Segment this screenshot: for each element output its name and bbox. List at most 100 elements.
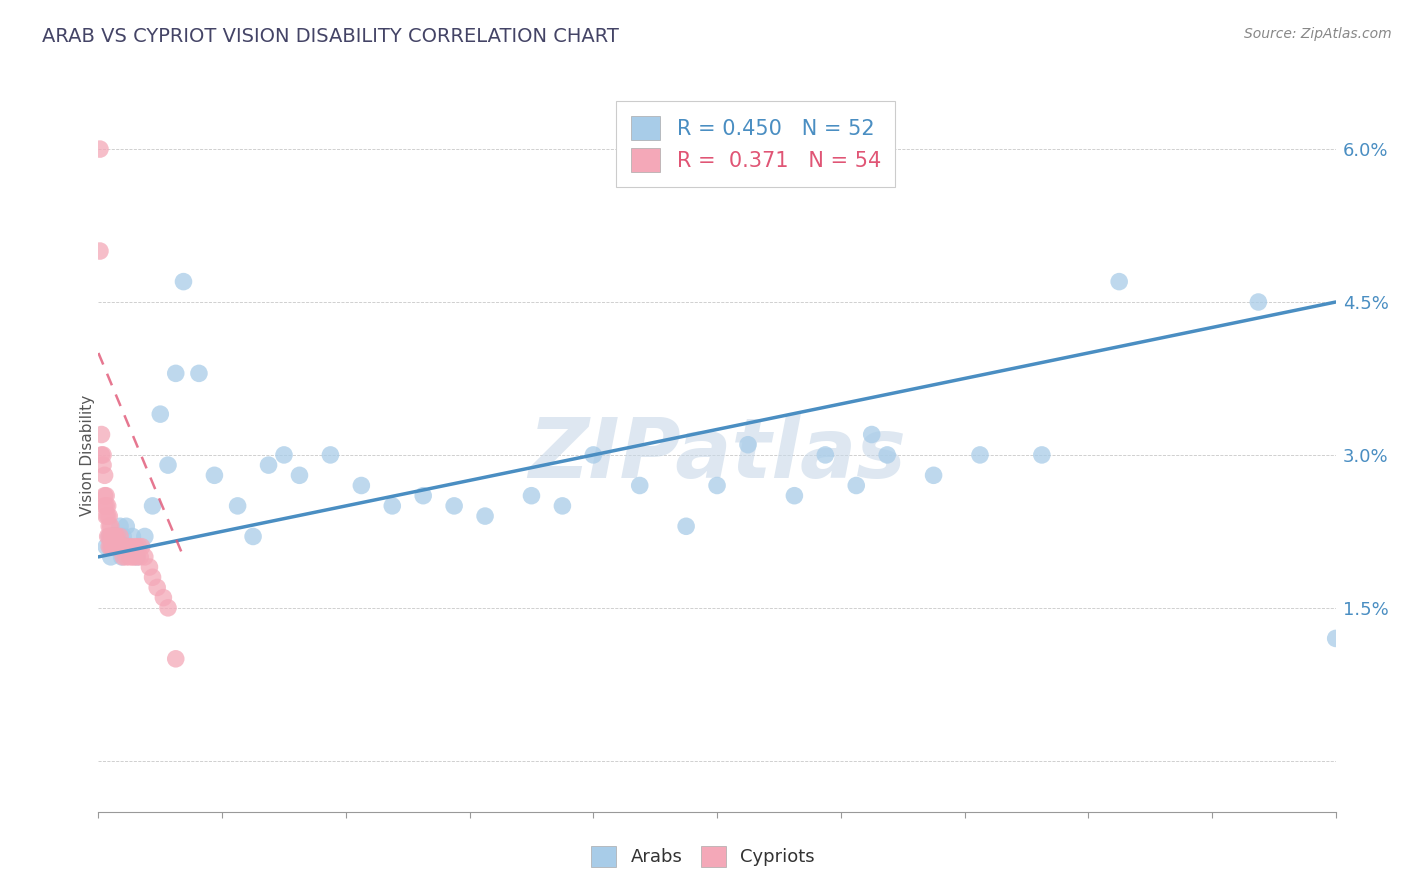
Point — [121, 549, 143, 564]
Point — [152, 591, 174, 605]
Point — [1324, 632, 1347, 646]
Point — [675, 519, 697, 533]
Point — [112, 549, 135, 564]
Point — [89, 244, 111, 258]
Point — [188, 367, 211, 381]
Point — [104, 540, 127, 554]
Point — [115, 519, 138, 533]
Point — [93, 489, 115, 503]
Point — [98, 540, 121, 554]
Point — [288, 468, 311, 483]
Point — [100, 549, 122, 564]
Point — [105, 540, 128, 554]
Point — [814, 448, 837, 462]
Legend: Arabs, Cypriots: Arabs, Cypriots — [583, 838, 823, 874]
Point — [97, 509, 120, 524]
Point — [96, 509, 118, 524]
Point — [101, 529, 124, 543]
Point — [876, 448, 898, 462]
Point — [118, 540, 141, 554]
Point — [783, 489, 806, 503]
Legend: R = 0.450   N = 52, R =  0.371   N = 54: R = 0.450 N = 52, R = 0.371 N = 54 — [616, 102, 896, 187]
Point — [114, 540, 136, 554]
Point — [121, 529, 143, 543]
Point — [146, 581, 169, 595]
Point — [860, 427, 883, 442]
Point — [737, 438, 759, 452]
Text: Source: ZipAtlas.com: Source: ZipAtlas.com — [1244, 27, 1392, 41]
Point — [115, 549, 138, 564]
Point — [98, 509, 121, 524]
Y-axis label: Vision Disability: Vision Disability — [80, 394, 94, 516]
Point — [90, 448, 112, 462]
Point — [706, 478, 728, 492]
Point — [134, 529, 156, 543]
Point — [969, 448, 991, 462]
Point — [93, 499, 115, 513]
Point — [100, 529, 122, 543]
Point — [104, 529, 127, 543]
Point — [96, 540, 118, 554]
Point — [1108, 275, 1130, 289]
Point — [103, 529, 125, 543]
Point — [273, 448, 295, 462]
Point — [98, 529, 121, 543]
Point — [134, 549, 156, 564]
Point — [103, 529, 125, 543]
Point — [103, 529, 125, 543]
Point — [98, 529, 121, 543]
Text: ARAB VS CYPRIOT VISION DISABILITY CORRELATION CHART: ARAB VS CYPRIOT VISION DISABILITY CORREL… — [42, 27, 619, 45]
Point — [89, 142, 111, 156]
Point — [922, 468, 945, 483]
Point — [100, 540, 122, 554]
Point — [131, 540, 153, 554]
Point — [845, 478, 868, 492]
Point — [138, 560, 160, 574]
Point — [129, 549, 152, 564]
Point — [226, 499, 249, 513]
Point — [474, 509, 496, 524]
Point — [117, 540, 139, 554]
Point — [173, 275, 195, 289]
Point — [120, 540, 142, 554]
Point — [204, 468, 226, 483]
Point — [97, 529, 120, 543]
Point — [101, 540, 124, 554]
Point — [381, 499, 404, 513]
Point — [108, 529, 131, 543]
Point — [111, 549, 134, 564]
Point — [350, 478, 373, 492]
Point — [104, 540, 127, 554]
Point — [157, 458, 180, 472]
Point — [157, 600, 180, 615]
Point — [101, 540, 124, 554]
Point — [105, 529, 128, 543]
Point — [93, 468, 115, 483]
Point — [142, 499, 165, 513]
Point — [551, 499, 574, 513]
Point — [443, 499, 465, 513]
Point — [1247, 295, 1270, 310]
Point — [91, 458, 114, 472]
Text: ZIPatlas: ZIPatlas — [529, 415, 905, 495]
Point — [124, 540, 146, 554]
Point — [127, 549, 149, 564]
Point — [112, 529, 135, 543]
Point — [100, 519, 122, 533]
Point — [90, 427, 112, 442]
Point — [105, 529, 128, 543]
Point — [127, 549, 149, 564]
Point — [257, 458, 280, 472]
Point — [319, 448, 342, 462]
Point — [96, 489, 118, 503]
Point — [412, 489, 434, 503]
Point — [103, 540, 125, 554]
Point — [520, 489, 543, 503]
Point — [128, 540, 150, 554]
Point — [628, 478, 651, 492]
Point — [165, 652, 187, 666]
Point — [118, 549, 141, 564]
Point — [142, 570, 165, 584]
Point — [108, 519, 131, 533]
Point — [122, 549, 145, 564]
